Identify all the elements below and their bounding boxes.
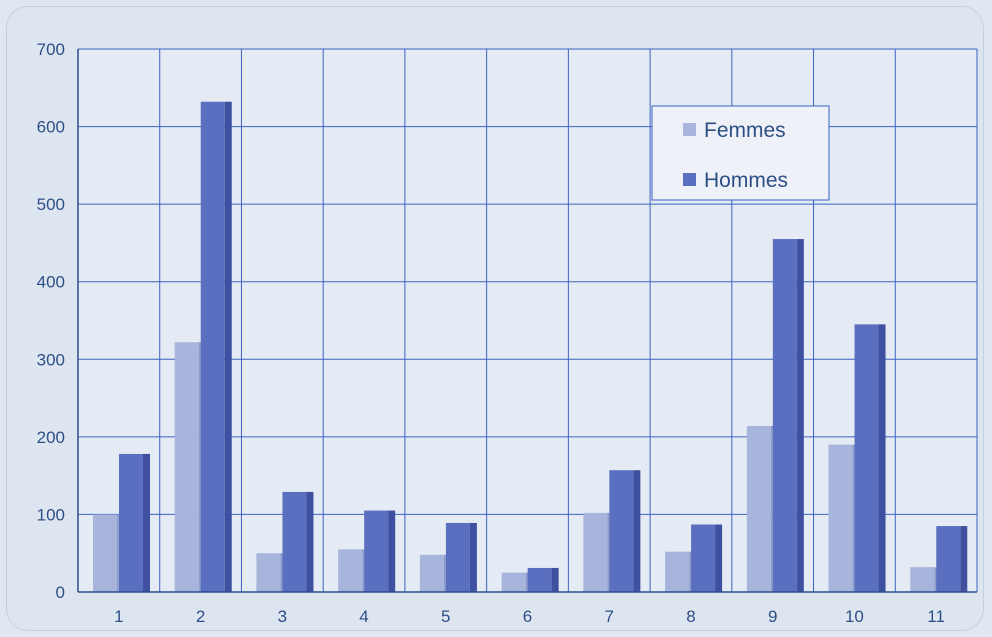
bar-face [583, 512, 608, 592]
x-tick-label: 1 [114, 607, 123, 626]
bar-hommes-6 [527, 567, 559, 592]
x-tick-label: 10 [845, 607, 864, 626]
bar-face [936, 526, 961, 592]
bar-face [828, 444, 853, 592]
bar-side [551, 567, 559, 592]
bar-face [501, 572, 526, 592]
bar-face [910, 567, 935, 592]
bar-face [691, 524, 716, 592]
bar-face [364, 510, 389, 592]
bar-face [338, 549, 363, 592]
bar-face [665, 551, 690, 592]
bar-side [224, 101, 232, 593]
bar-hommes-1 [119, 453, 150, 592]
bar-hommes-10 [854, 324, 886, 592]
bar-hommes-8 [691, 524, 723, 592]
legend: Femmes Hommes [651, 105, 830, 201]
bars [93, 101, 968, 593]
x-tick-label: 4 [359, 607, 368, 626]
x-tick-label: 3 [278, 607, 287, 626]
legend-swatch-hommes [683, 173, 696, 186]
legend-swatch-femmes [683, 123, 696, 136]
legend-label-hommes: Hommes [704, 169, 788, 192]
bar-face [282, 491, 307, 592]
bar-face [174, 342, 199, 592]
bar-face [200, 101, 225, 593]
bar-hommes-11 [936, 526, 968, 592]
bar-face [445, 522, 470, 592]
y-tick-label: 0 [56, 583, 65, 602]
x-tick-label: 5 [441, 607, 450, 626]
bar-side [469, 522, 477, 592]
legend-box [651, 105, 830, 201]
bar-face [854, 324, 879, 592]
x-tick-label: 2 [196, 607, 205, 626]
legend-label-femmes: Femmes [704, 119, 786, 142]
bar-face [119, 453, 143, 592]
bar-face [527, 567, 552, 592]
bar-side [633, 470, 641, 592]
bar-hommes-2 [200, 101, 232, 593]
y-tick-label: 300 [37, 350, 65, 369]
bar-side [878, 324, 886, 592]
x-tick-label: 9 [768, 607, 777, 626]
y-tick-label: 600 [37, 118, 65, 137]
bar-side [796, 239, 804, 593]
bar-face [609, 470, 634, 592]
bar-face [93, 514, 117, 592]
bar-hommes-5 [445, 522, 477, 592]
y-tick-label: 700 [37, 40, 65, 59]
bar-side [715, 524, 723, 592]
y-tick-label: 400 [37, 273, 65, 292]
x-tick-label: 8 [686, 607, 695, 626]
y-tick-label: 200 [37, 428, 65, 447]
bar-hommes-4 [364, 510, 396, 592]
bar-hommes-3 [282, 491, 314, 592]
axes: 0 100 200 300 400 500 600 700 1 2 3 4 5 6 7 8 9 10 11 [37, 40, 977, 626]
bar-side [143, 453, 150, 592]
bar-face [772, 239, 797, 593]
x-tick-label: 6 [523, 607, 532, 626]
bar-side [388, 510, 396, 592]
bar-face [746, 425, 771, 592]
y-tick-label: 500 [37, 195, 65, 214]
bar-side [960, 526, 968, 592]
bar-side [306, 491, 314, 592]
x-tick-label: 11 [927, 607, 945, 626]
bar-face [419, 554, 444, 592]
x-tick-label: 7 [604, 607, 613, 626]
bar-face [256, 553, 281, 592]
y-tick-label: 100 [37, 505, 65, 524]
bar-hommes-9 [772, 239, 804, 593]
bar-hommes-7 [609, 470, 641, 592]
